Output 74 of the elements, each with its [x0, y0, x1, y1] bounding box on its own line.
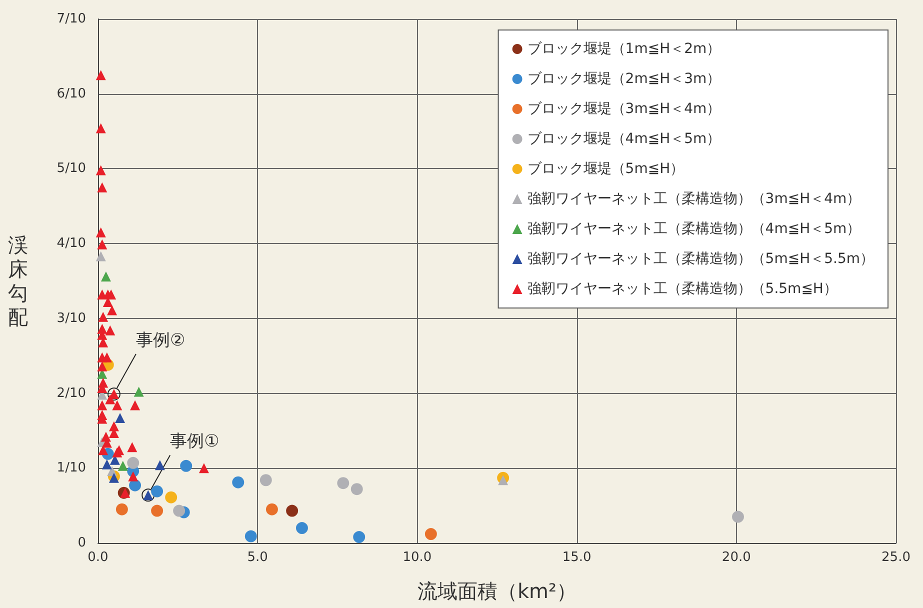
legend-label: 強靭ワイヤーネット工（柔構造物）（5.5m≦H） — [527, 281, 838, 297]
point — [98, 445, 108, 456]
point — [96, 123, 106, 134]
y-tick-label: 6/10 — [56, 86, 86, 102]
point — [100, 272, 111, 282]
point — [128, 471, 138, 482]
legend-label: ブロック堰堤（1m≦H＜2m） — [527, 41, 721, 57]
point — [97, 182, 108, 192]
point — [96, 251, 106, 262]
point — [97, 239, 108, 250]
point — [97, 361, 108, 372]
point — [97, 400, 108, 410]
point — [102, 352, 112, 362]
point — [96, 70, 106, 80]
x-tick-label: 0.0 — [88, 550, 108, 565]
x-tick-label: 10.0 — [402, 550, 432, 565]
point — [266, 503, 278, 516]
y-tick-label: 5/10 — [56, 161, 86, 176]
point — [108, 472, 119, 483]
point — [165, 491, 178, 504]
point — [120, 488, 130, 498]
point — [112, 400, 122, 410]
point — [498, 475, 508, 486]
point — [127, 442, 138, 452]
point — [424, 528, 437, 540]
point — [102, 459, 112, 470]
legend-label: 強靭ワイヤーネット工（柔構造物）（3m≦H＜4m） — [527, 191, 861, 207]
y-tick-label: 4/10 — [56, 236, 86, 252]
point — [127, 456, 140, 469]
point — [180, 460, 192, 472]
point — [98, 312, 108, 322]
y-tick-label: 0 — [78, 536, 86, 550]
legend-label: 強靭ワイヤーネット工（柔構造物）（4m≦H＜5m） — [527, 221, 861, 237]
x-tick-label: 15.0 — [562, 550, 592, 565]
point — [96, 227, 106, 238]
y-tick-label: 3/10 — [56, 310, 86, 326]
legend-label: ブロック堰堤（3m≦H＜4m） — [527, 101, 721, 117]
y-tick-label: 2/10 — [56, 386, 86, 401]
point — [732, 510, 744, 523]
point — [296, 522, 308, 534]
x-tick-label: 25.0 — [882, 550, 910, 565]
point — [151, 504, 164, 517]
annotation: 事例① — [170, 432, 220, 452]
legend-label: ブロック堰堤（5m≦H） — [527, 161, 684, 177]
point — [353, 531, 366, 544]
legend-label: ブロック堰堤（4m≦H＜5m） — [527, 131, 721, 147]
point — [116, 503, 128, 516]
point — [337, 477, 350, 490]
x-tick-label: 5.0 — [247, 550, 268, 565]
legend-label: 強靭ワイヤーネット工（柔構造物）（5m≦H＜5.5m） — [527, 251, 874, 267]
point — [286, 504, 298, 517]
point — [173, 504, 186, 517]
x-axis-title: 流域面積（km²） — [417, 579, 577, 603]
point — [105, 394, 116, 404]
point — [105, 325, 116, 336]
point — [96, 165, 106, 176]
point — [107, 305, 118, 316]
point — [115, 412, 126, 423]
y-tick-label: 1/10 — [56, 460, 86, 476]
annotation: 事例② — [136, 330, 186, 351]
legend-label: ブロック堰堤（2m≦H＜3m） — [527, 71, 721, 87]
point — [350, 483, 363, 496]
point — [134, 386, 144, 397]
point — [244, 530, 257, 542]
point — [118, 460, 128, 471]
x-tick-label: 20.0 — [722, 550, 751, 565]
point — [260, 474, 272, 486]
point — [198, 463, 209, 474]
y-axis-title: 渓床勾配 — [8, 233, 28, 329]
y-tick-label: 7/10 — [56, 12, 86, 26]
point — [130, 400, 140, 410]
point — [151, 485, 164, 498]
point — [232, 476, 244, 488]
point — [154, 460, 165, 470]
